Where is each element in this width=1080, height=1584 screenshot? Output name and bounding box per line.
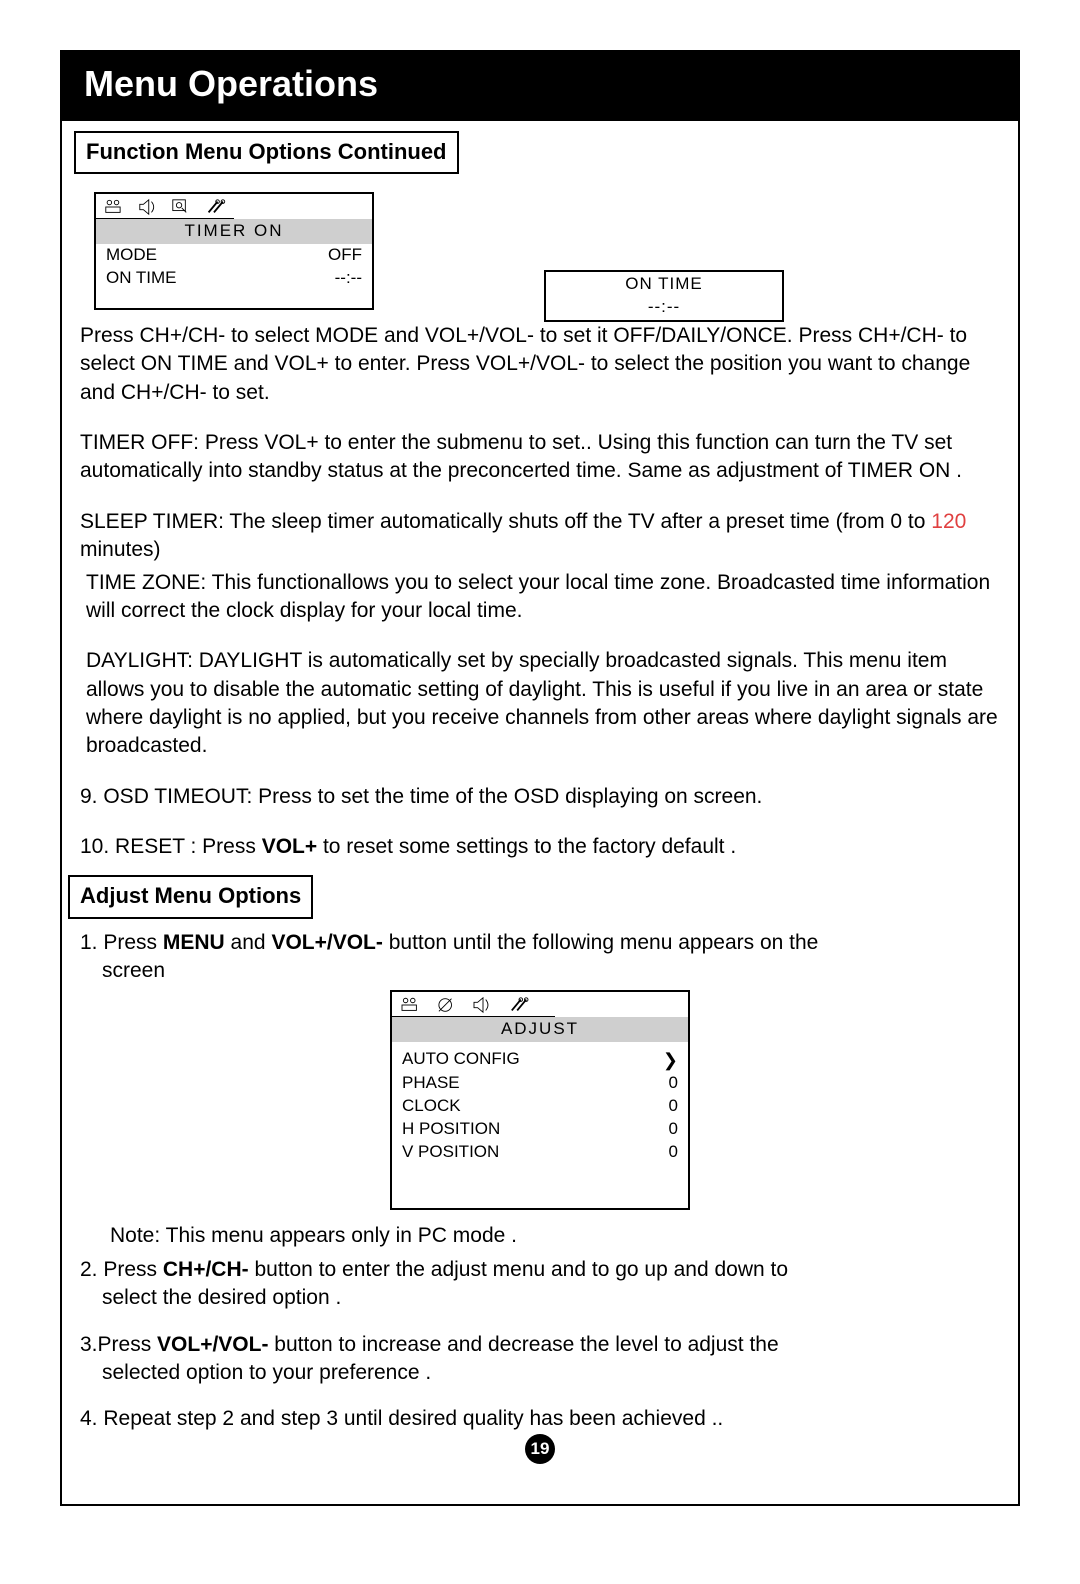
menu-row: H POSITION0 [392, 1118, 688, 1141]
body-text: TIME ZONE: This functionallows you to se… [80, 569, 1000, 626]
menu-row: MODE OFF [96, 244, 372, 267]
body-text: SLEEP TIMER: The sleep timer automatical… [80, 508, 1000, 565]
tools-icon [205, 198, 227, 216]
section-heading-1: Function Menu Options Continued [74, 131, 459, 175]
tools-icon [508, 996, 530, 1014]
step-text: 2. Press CH+/CH- button to enter the adj… [80, 1256, 1000, 1313]
timer-on-menu: TIMER ON MODE OFF ON TIME --:-- [94, 192, 374, 310]
adjust-menu-header: ADJUST [392, 1017, 688, 1042]
page-number: 19 [525, 1434, 555, 1464]
menu-row: PHASE0 [392, 1072, 688, 1095]
sliders-icon [400, 996, 422, 1014]
body-text: 9. OSD TIMEOUT: Press to set the time of… [80, 783, 1000, 811]
menu-row: V POSITION0 [392, 1141, 688, 1164]
ontime-value: --:-- [546, 296, 782, 319]
note-text: Note: This menu appears only in PC mode … [80, 1222, 1000, 1250]
highlight-value: 120 [931, 510, 966, 533]
step-text: 4. Repeat step 2 and step 3 until desire… [80, 1405, 1000, 1433]
step-text: 1. Press MENU and VOL+/VOL- button until… [80, 929, 1000, 986]
menu-icon-row [96, 194, 234, 219]
body-text: Press CH+/CH- to select MODE and VOL+/VO… [80, 322, 1000, 407]
menu-row: AUTO CONFIG❯ [392, 1048, 688, 1072]
menu-icon-row [392, 992, 555, 1017]
body-text: 10. RESET : Press VOL+ to reset some set… [80, 833, 1000, 861]
speaker-icon [138, 198, 160, 216]
content-area: TIMER ON MODE OFF ON TIME --:-- ON TIME … [62, 184, 1018, 861]
timer-row: TIMER ON MODE OFF ON TIME --:-- ON TIME … [80, 184, 1000, 322]
ontime-label: ON TIME [546, 273, 782, 296]
search-icon [171, 198, 193, 216]
step-text: 3.Press VOL+/VOL- button to increase and… [80, 1331, 1000, 1388]
timer-menu-header: TIMER ON [96, 219, 372, 244]
sliders-icon [104, 198, 126, 216]
menu-row: CLOCK0 [392, 1095, 688, 1118]
menu-row-label: ON TIME [106, 267, 177, 290]
section-heading-2: Adjust Menu Options [68, 875, 313, 919]
menu-row-value: --:-- [335, 267, 362, 290]
ontime-box: ON TIME --:-- [544, 270, 784, 322]
page-title: Menu Operations [62, 52, 1018, 121]
body-text: TIMER OFF: Press VOL+ to enter the subme… [80, 429, 1000, 486]
page-number-wrap: 19 [80, 1434, 1000, 1464]
content-area-2: 1. Press MENU and VOL+/VOL- button until… [62, 929, 1018, 1464]
crossed-icon [436, 996, 458, 1014]
menu-row: ON TIME --:-- [96, 267, 372, 290]
body-text: DAYLIGHT: DAYLIGHT is automatically set … [80, 647, 1000, 760]
speaker-icon [472, 996, 494, 1014]
menu-row-value: OFF [328, 244, 362, 267]
adjust-menu: ADJUST AUTO CONFIG❯ PHASE0 CLOCK0 H POSI… [390, 990, 690, 1210]
page-frame: Menu Operations Function Menu Options Co… [60, 50, 1020, 1506]
menu-row-label: MODE [106, 244, 157, 267]
